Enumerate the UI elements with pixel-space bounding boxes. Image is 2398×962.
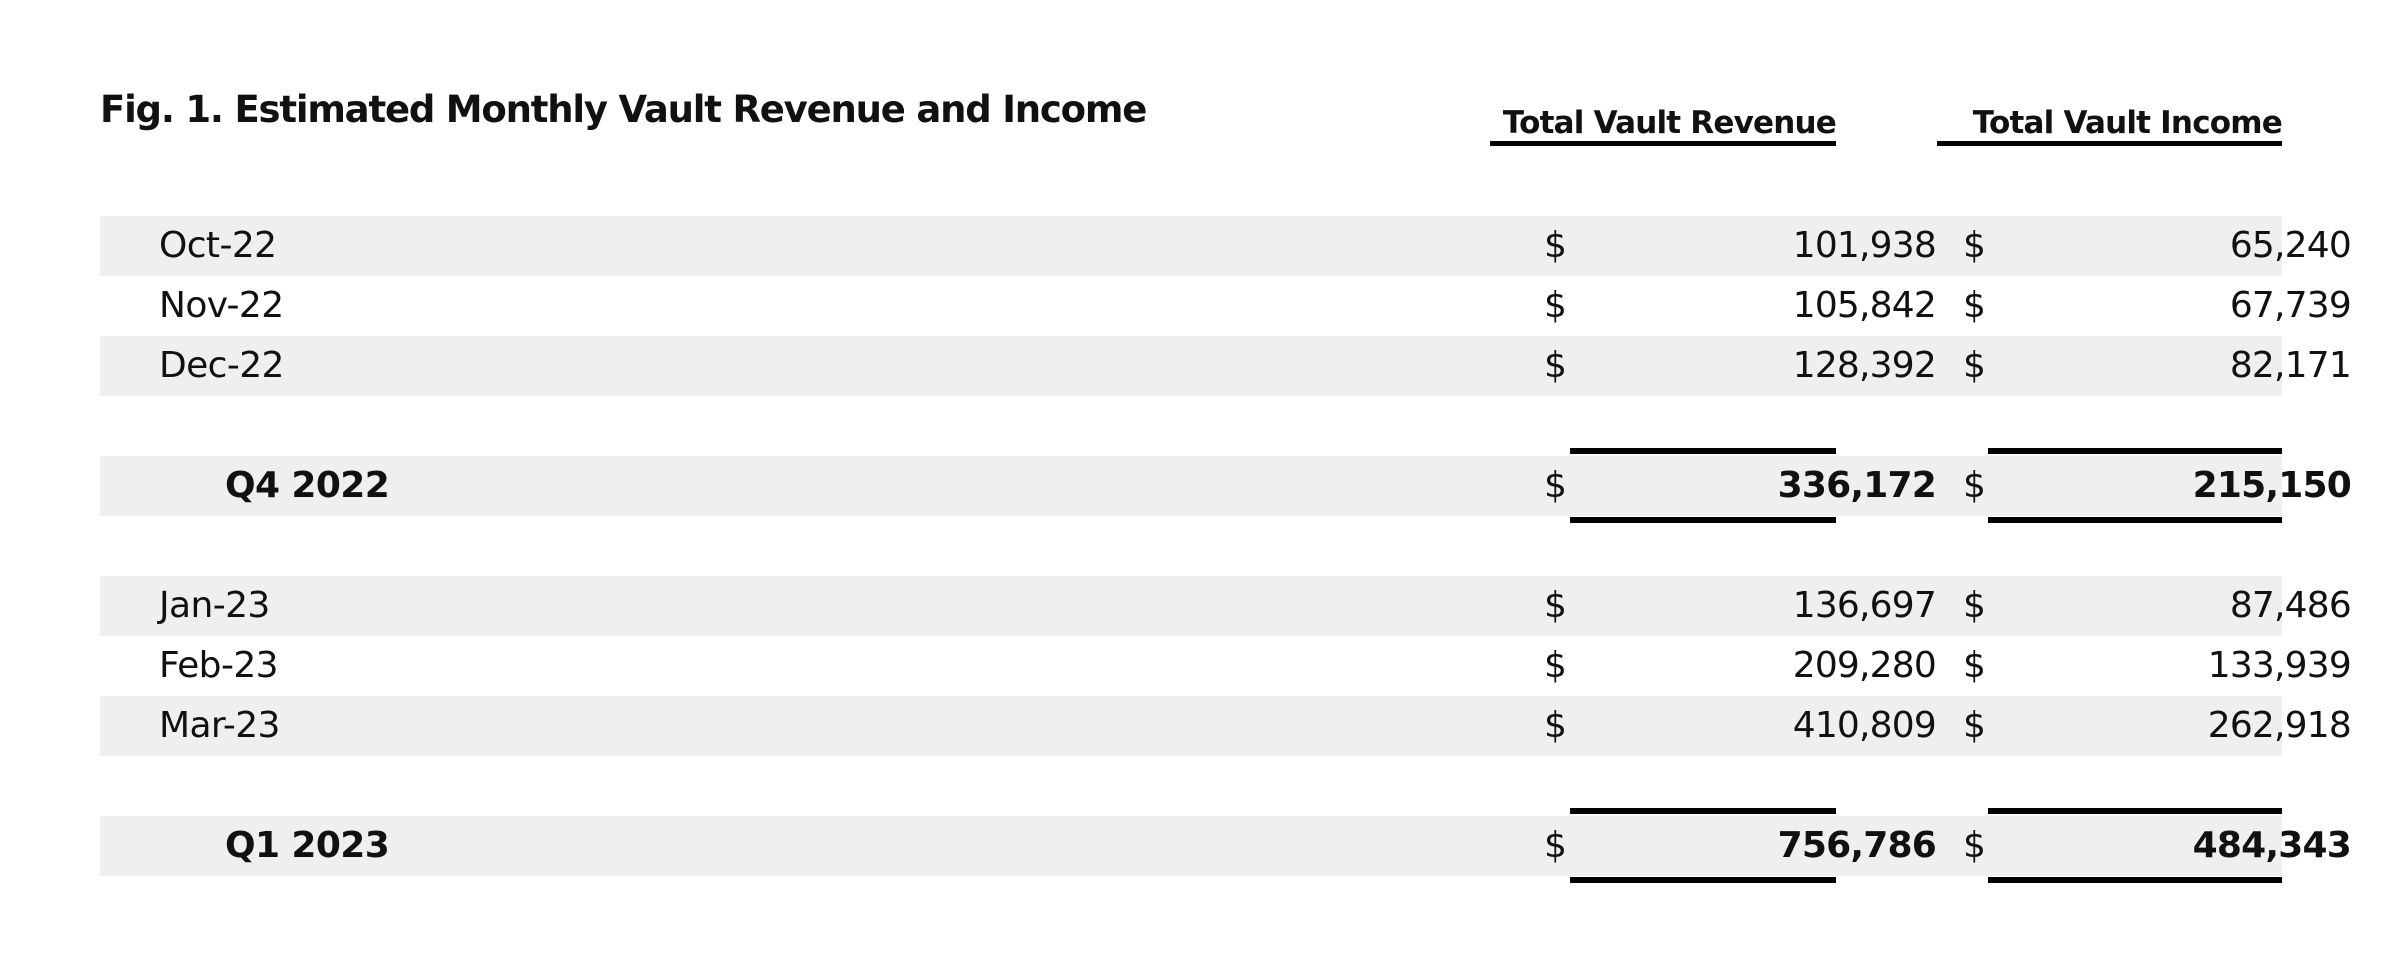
- subtotal-top-rule: [1988, 448, 2282, 454]
- row-label: Nov-22: [159, 285, 284, 326]
- table-row-oct-22: Oct-22 $ 101,938 $ 65,240: [100, 216, 2352, 276]
- currency-symbol: $: [1963, 825, 1986, 866]
- currency-symbol: $: [1544, 465, 1567, 506]
- subtotal-top-rule: [1570, 448, 1836, 454]
- revenue-total: 756,786: [1777, 825, 1937, 866]
- currency-symbol: $: [1544, 705, 1567, 746]
- currency-symbol: $: [1544, 285, 1567, 326]
- subtotal-bottom-rule: [1988, 877, 2282, 883]
- currency-symbol: $: [1963, 705, 1986, 746]
- subtotal-top-rule: [1988, 808, 2282, 814]
- column-header-revenue: Total Vault Revenue: [1490, 104, 1837, 146]
- income-value: 65,240: [2229, 225, 2352, 266]
- row-label: Feb-23: [159, 645, 279, 686]
- currency-symbol: $: [1544, 225, 1567, 266]
- subtotal-bottom-rule: [1570, 517, 1836, 523]
- revenue-value: 128,392: [1792, 345, 1937, 386]
- income-value: 67,739: [2229, 285, 2352, 326]
- table-row-mar-23: Mar-23 $ 410,809 $ 262,918: [100, 696, 2352, 756]
- row-label: Jan-23: [159, 585, 270, 626]
- currency-symbol: $: [1544, 345, 1567, 386]
- revenue-value: 410,809: [1792, 705, 1937, 746]
- table-row-q1-2023: Q1 2023 $ 756,786 $ 484,343: [100, 816, 2352, 876]
- revenue-value: 209,280: [1792, 645, 1937, 686]
- currency-symbol: $: [1963, 345, 1986, 386]
- column-header-income: Total Vault Income: [1937, 104, 2283, 146]
- revenue-total: 336,172: [1777, 465, 1937, 506]
- revenue-value: 101,938: [1792, 225, 1937, 266]
- currency-symbol: $: [1963, 585, 1986, 626]
- currency-symbol: $: [1963, 465, 1986, 506]
- currency-symbol: $: [1544, 825, 1567, 866]
- income-total: 215,150: [2192, 465, 2352, 506]
- quarter-label: Q4 2022: [225, 465, 390, 506]
- income-value: 82,171: [2229, 345, 2352, 386]
- currency-symbol: $: [1963, 225, 1986, 266]
- income-value: 133,939: [2207, 645, 2352, 686]
- currency-symbol: $: [1963, 645, 1986, 686]
- table-row-dec-22: Dec-22 $ 128,392 $ 82,171: [100, 336, 2352, 396]
- row-label: Mar-23: [159, 705, 280, 746]
- subtotal-bottom-rule: [1570, 877, 1836, 883]
- table-row-q4-2022: Q4 2022 $ 336,172 $ 215,150: [100, 456, 2352, 516]
- revenue-value: 105,842: [1792, 285, 1937, 326]
- table-row-jan-23: Jan-23 $ 136,697 $ 87,486: [100, 576, 2352, 636]
- currency-symbol: $: [1544, 585, 1567, 626]
- currency-symbol: $: [1963, 285, 1986, 326]
- currency-symbol: $: [1544, 645, 1567, 686]
- subtotal-top-rule: [1570, 808, 1836, 814]
- table-row-nov-22: Nov-22 $ 105,842 $ 67,739: [100, 276, 2352, 336]
- quarter-label: Q1 2023: [225, 825, 390, 866]
- row-label: Dec-22: [159, 345, 284, 386]
- income-value: 262,918: [2207, 705, 2352, 746]
- row-label: Oct-22: [159, 225, 277, 266]
- income-total: 484,343: [2192, 825, 2352, 866]
- income-value: 87,486: [2229, 585, 2352, 626]
- revenue-value: 136,697: [1792, 585, 1937, 626]
- figure-title: Fig. 1. Estimated Monthly Vault Revenue …: [100, 88, 1147, 131]
- table-row-feb-23: Feb-23 $ 209,280 $ 133,939: [100, 636, 2352, 696]
- subtotal-bottom-rule: [1988, 517, 2282, 523]
